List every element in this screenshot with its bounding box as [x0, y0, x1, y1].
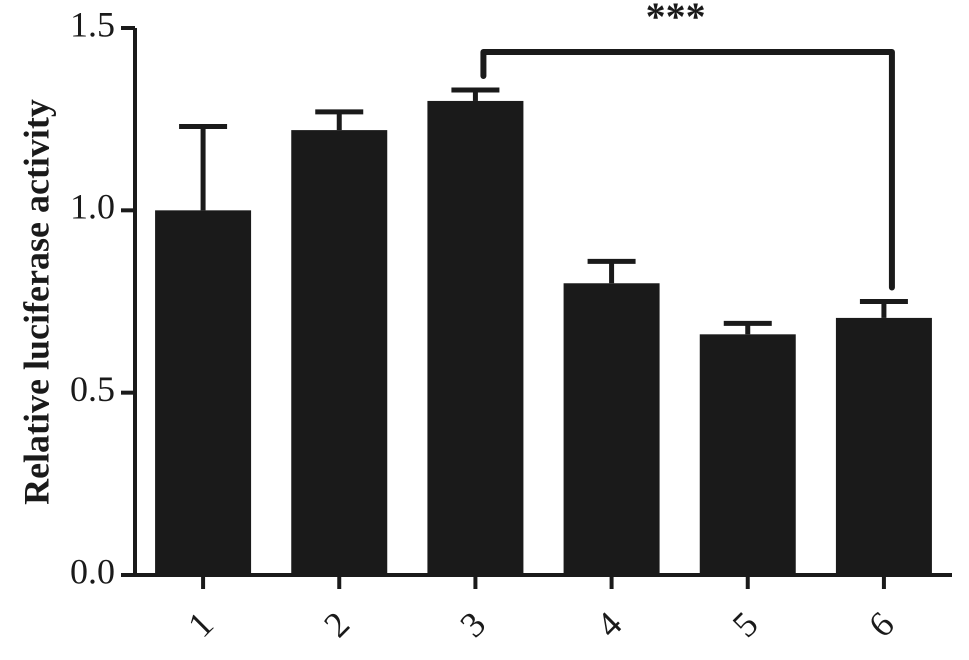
bar — [835, 317, 932, 575]
y-tick-label: 0.0 — [70, 551, 115, 591]
y-axis-label: Relative luciferase activity — [16, 99, 56, 505]
x-tick-label: 2 — [316, 604, 357, 645]
y-tick-label: 1.0 — [70, 187, 115, 227]
x-tick-label: 1 — [180, 604, 221, 645]
y-tick-label: 1.5 — [70, 4, 115, 44]
bar — [155, 210, 252, 576]
y-tick-label: 0.5 — [70, 369, 115, 409]
bar — [563, 283, 660, 575]
significance-bracket — [480, 49, 895, 291]
bar — [427, 100, 524, 575]
bar — [291, 130, 388, 575]
x-tick-label: 6 — [861, 604, 902, 645]
significance-label: *** — [646, 0, 706, 39]
bar — [699, 334, 796, 575]
x-tick-label: 4 — [588, 604, 629, 645]
x-tick-label: 5 — [725, 604, 766, 645]
x-tick-label: 3 — [452, 604, 493, 645]
